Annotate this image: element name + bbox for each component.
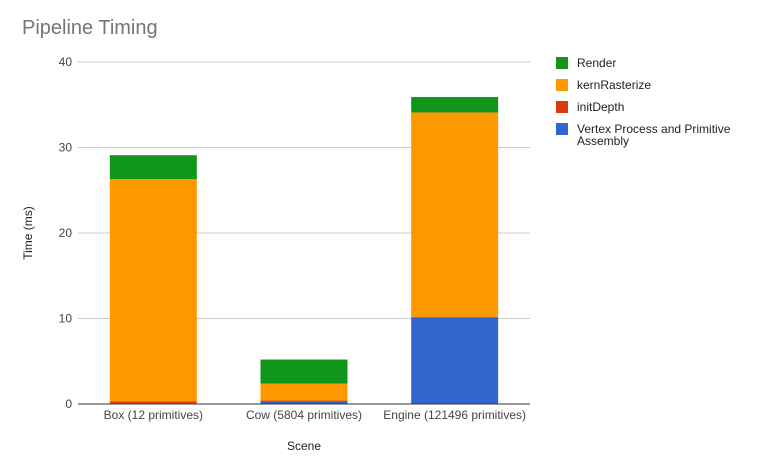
bar-segment-3-0 xyxy=(109,155,197,180)
legend-label: initDepth xyxy=(577,100,625,114)
legend-label: kernRasterize xyxy=(577,78,652,92)
legend-item: kernRasterize xyxy=(556,79,756,91)
legend-label: Vertex Process and Primitive Assembly xyxy=(577,122,731,148)
axis-labels: 0 10 20 30 40 Box (12 primitives) Cow (5804 pr… xyxy=(21,55,526,453)
bar-segment-1-1 xyxy=(260,400,348,402)
x-axis-title: Scene xyxy=(287,439,321,453)
legend-item: initDepth xyxy=(556,101,756,113)
bar-segment-0-1 xyxy=(260,401,348,404)
bar-segment-2-0 xyxy=(109,179,197,402)
legend-item: Render xyxy=(556,57,756,69)
bar-segment-3-1 xyxy=(260,359,348,384)
bar-segment-2-2 xyxy=(411,112,499,317)
bar-segment-1-0 xyxy=(109,401,197,404)
bar-segment-1-2 xyxy=(411,316,499,318)
y-axis-title: Time (ms) xyxy=(21,206,35,260)
y-tick-label: 0 xyxy=(65,397,72,411)
legend-swatch xyxy=(556,101,568,113)
y-tick-label: 40 xyxy=(59,55,73,69)
y-tick-label: 30 xyxy=(59,141,73,155)
bar-segment-3-2 xyxy=(411,97,499,113)
chart-title: Pipeline Timing xyxy=(22,17,158,39)
legend-swatch xyxy=(556,123,568,135)
x-tick-label: Engine (121496 primitives) xyxy=(383,408,526,422)
x-tick-label: Box (12 primitives) xyxy=(104,408,203,422)
y-tick-label: 10 xyxy=(59,312,73,326)
legend: Render kernRasterize initDepth Vertex Proce… xyxy=(556,57,756,157)
legend-swatch xyxy=(556,79,568,91)
x-tick-label: Cow (5804 primitives) xyxy=(246,408,362,422)
bar-segment-0-2 xyxy=(411,317,499,404)
legend-swatch xyxy=(556,57,568,69)
legend-label: Render xyxy=(577,56,617,70)
legend-item: Vertex Process and Primitive Assembly xyxy=(556,123,756,147)
y-tick-label: 20 xyxy=(59,226,73,240)
bar-layer xyxy=(109,97,499,404)
bar-segment-2-1 xyxy=(260,383,348,401)
